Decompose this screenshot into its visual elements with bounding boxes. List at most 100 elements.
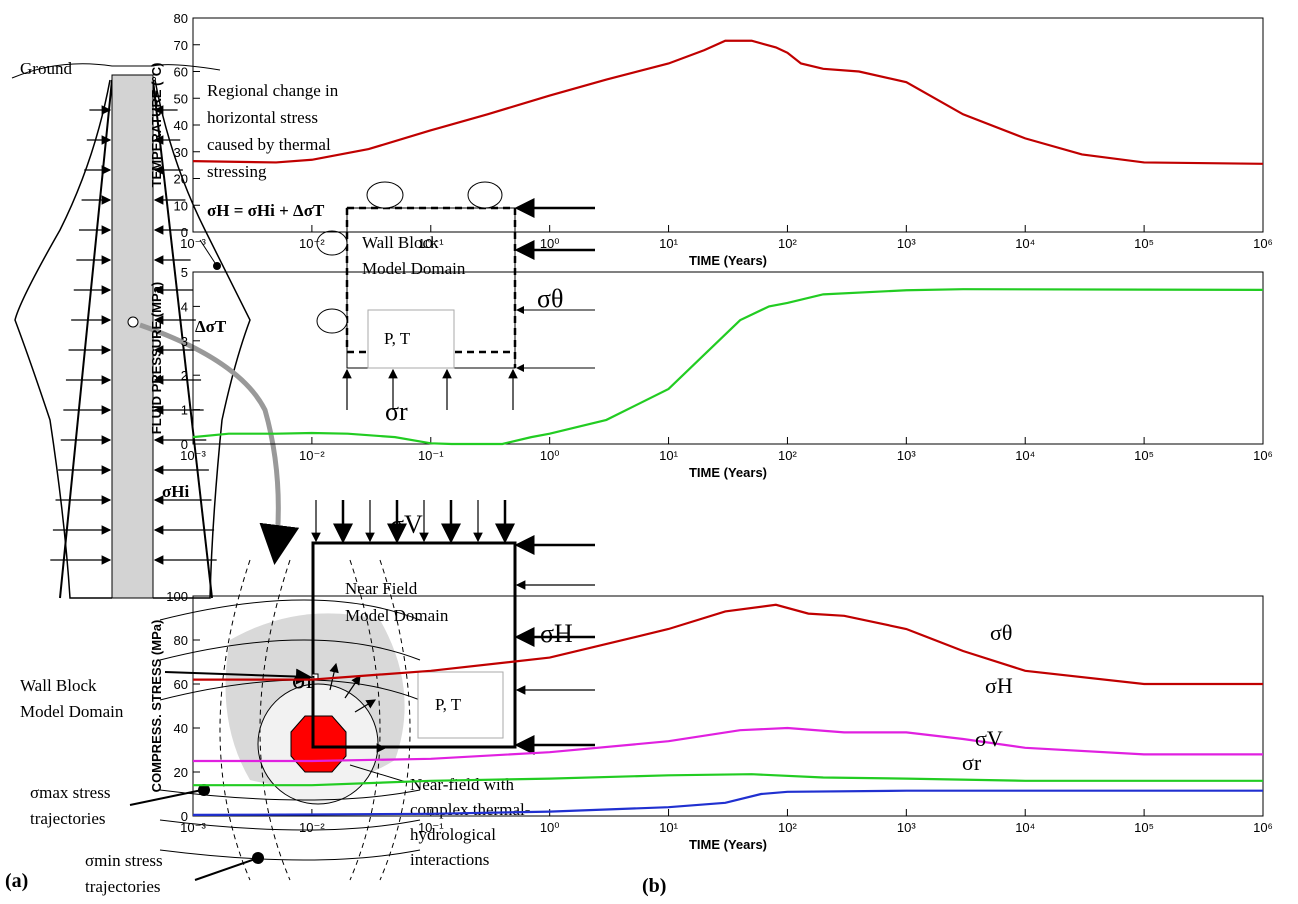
stress-arrows — [50, 105, 217, 565]
note: Regional change in — [207, 81, 339, 100]
pointer-dot — [198, 784, 210, 796]
label: σθ — [537, 284, 563, 313]
y-tick-label: 40 — [174, 118, 188, 133]
pointer — [194, 857, 259, 881]
label: trajectories — [85, 877, 161, 896]
pointer — [349, 764, 407, 783]
sample-point — [127, 316, 139, 328]
x-tick-label: 10⁻² — [299, 448, 325, 463]
y-tick-label: 100 — [166, 589, 188, 604]
series-line — [193, 773, 1263, 787]
y-tick-label: 60 — [174, 65, 188, 80]
panel-label: (a) — [5, 870, 28, 892]
y-tick-label: 3 — [181, 334, 188, 349]
grain — [467, 181, 503, 209]
pt-box — [367, 309, 455, 369]
grain — [366, 181, 404, 209]
x-tick-label: 10⁵ — [1134, 820, 1154, 835]
y-tick-label: 0 — [181, 225, 188, 240]
panel-label: (b) — [642, 875, 666, 897]
y-tick-label: 70 — [174, 38, 188, 53]
arrow — [354, 699, 377, 713]
x-tick-label: 10¹ — [659, 236, 678, 251]
equation: σH = σHi + ΔσT — [207, 201, 325, 220]
x-axis-title: TIME (Years) — [689, 837, 767, 852]
series-line — [192, 789, 1263, 816]
x-tick-label: 10⁻¹ — [418, 236, 444, 251]
x-tick-label: 10¹ — [659, 820, 678, 835]
note: hydrological — [410, 825, 496, 844]
x-tick-label: 10⁶ — [1253, 448, 1273, 463]
note: interactions — [410, 850, 489, 869]
y-tick-label: 50 — [174, 91, 188, 106]
label: trajectories — [30, 809, 106, 828]
plot-frame — [192, 271, 1264, 445]
x-tick-label: 10⁻² — [299, 236, 325, 251]
label: σH — [540, 619, 573, 648]
note: stressing — [207, 162, 267, 181]
label: σr — [385, 397, 408, 426]
y-tick-label: 30 — [174, 145, 188, 160]
stress-envelope — [14, 79, 112, 599]
plot-frame — [192, 17, 1264, 233]
y-tick-label: 80 — [174, 11, 188, 26]
trajectory — [159, 789, 421, 801]
trajectory — [349, 559, 381, 881]
pointer — [129, 789, 203, 806]
note: horizontal stress — [207, 108, 318, 127]
x-tick-label: 10³ — [897, 236, 916, 251]
x-axis-title: TIME (Years) — [689, 253, 767, 268]
series-line — [192, 39, 1264, 165]
trajectory — [159, 819, 421, 831]
x-tick-label: 10⁻³ — [180, 448, 206, 463]
x-tick-label: 10⁻¹ — [418, 448, 444, 463]
x-tick-label: 10⁶ — [1253, 820, 1273, 835]
stress-arrows — [342, 198, 595, 410]
arrow — [344, 675, 361, 699]
y-tick-label: 5 — [181, 265, 188, 280]
label: Model Domain — [345, 606, 449, 625]
x-tick-label: 10⁻³ — [180, 236, 206, 251]
x-tick-label: 10³ — [897, 448, 916, 463]
x-tick-label: 10³ — [897, 820, 916, 835]
trajectory — [159, 849, 421, 861]
link-arrow — [139, 322, 300, 565]
label: Near Field — [345, 579, 418, 598]
label: ΔσT — [195, 317, 227, 336]
pointer-dot — [213, 262, 221, 270]
x-tick-label: 10⁵ — [1134, 448, 1154, 463]
y-tick-label: 4 — [181, 299, 188, 314]
x-tick-label: 10⁴ — [1015, 236, 1035, 251]
pointer — [164, 668, 312, 685]
diagram: Ground Regional change in horizontal str… — [5, 59, 595, 896]
column — [111, 74, 154, 599]
label: Model Domain — [362, 259, 466, 278]
label: P, T — [435, 695, 462, 714]
drift — [290, 715, 347, 773]
y-tick-label: 1 — [181, 403, 188, 418]
y-tick-label: 10 — [174, 198, 188, 213]
trajectory — [259, 559, 291, 881]
initial-stress-line — [59, 79, 113, 599]
x-tick-label: 10⁴ — [1015, 820, 1035, 835]
series-line — [192, 288, 1264, 446]
trajectory — [159, 639, 421, 661]
y-tick-label: 2 — [181, 368, 188, 383]
pointer-dot — [252, 852, 264, 864]
grain — [316, 230, 348, 256]
y-tick-label: 80 — [174, 633, 188, 648]
x-tick-label: 10⁶ — [1253, 236, 1273, 251]
note: caused by thermal — [207, 135, 331, 154]
series-label: σH — [985, 673, 1013, 698]
x-tick-label: 10⁻³ — [180, 820, 206, 835]
y-tick-label: 0 — [181, 437, 188, 452]
y-axis-title: FLUID PRESSURE (MPa) — [149, 282, 164, 434]
y-tick-label: 20 — [174, 172, 188, 187]
label: σV — [390, 510, 423, 539]
series-line — [193, 603, 1263, 686]
label: P, T — [384, 329, 411, 348]
label: σmin stress — [85, 851, 163, 870]
trajectory — [159, 599, 421, 621]
